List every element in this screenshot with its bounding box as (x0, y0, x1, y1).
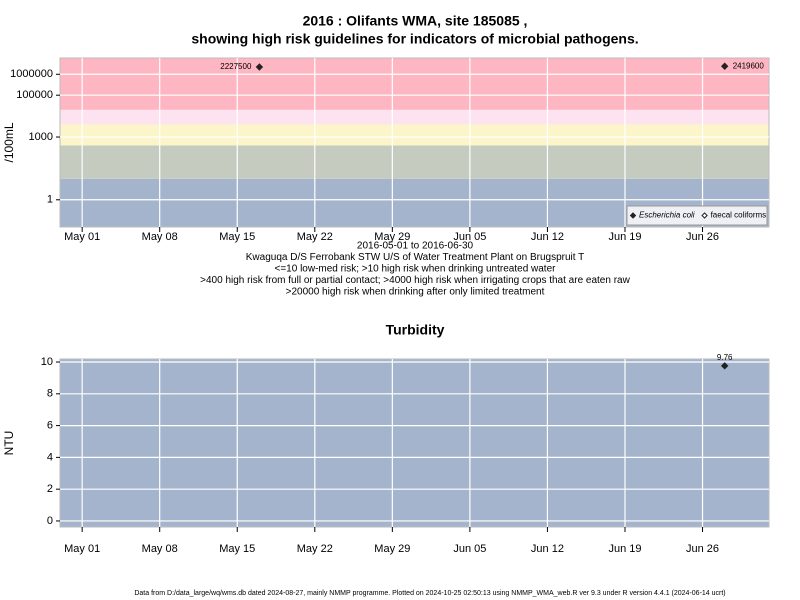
y-tick-label: 8 (47, 388, 53, 400)
data-point (720, 62, 729, 70)
data-point (255, 63, 264, 71)
legend-box (626, 205, 768, 226)
risk-band (60, 145, 769, 179)
y-tick-label: 1 (47, 194, 53, 206)
y-axis-label: /100mL (2, 122, 16, 162)
x-tick-label: Jun 05 (453, 543, 486, 555)
data-point (720, 362, 729, 370)
y-tick-label: 100000 (16, 89, 53, 101)
risk-band (60, 58, 769, 110)
x-tick-label: May 22 (297, 231, 333, 243)
x-tick-label: May 29 (374, 231, 410, 243)
annotation: <=10 low-med risk; >10 high risk when dr… (275, 264, 557, 275)
data-label: 9.76 (717, 353, 733, 362)
plot-frame (59, 358, 770, 528)
x-tick-label: Jun 26 (686, 543, 719, 555)
risk-band (60, 109, 769, 125)
data-label: 2419600 (733, 61, 765, 70)
x-tick-label: May 15 (219, 231, 255, 243)
x-tick-label: May 08 (142, 543, 178, 555)
x-tick-label: May 01 (64, 543, 100, 555)
x-tick-label: Jun 19 (608, 543, 641, 555)
data-label: 2227500 (220, 62, 252, 71)
risk-band (60, 124, 769, 146)
chart-title: showing high risk guidelines for indicat… (191, 31, 638, 47)
y-tick-label: 0 (47, 515, 53, 527)
x-tick-label: Jun 19 (608, 231, 641, 243)
y-tick-label: 6 (47, 420, 53, 432)
x-tick-label: Jun 12 (531, 231, 564, 243)
risk-band (60, 359, 769, 527)
x-tick-label: Jun 26 (686, 231, 719, 243)
x-tick-label: May 22 (297, 543, 333, 555)
x-tick-label: May 08 (142, 231, 178, 243)
y-axis-label: NTU (2, 431, 16, 456)
x-tick-label: May 01 (64, 231, 100, 243)
annotation: >20000 high risk when drinking after onl… (286, 287, 545, 298)
legend-marker (701, 212, 708, 219)
y-tick-label: 2 (47, 483, 53, 495)
legend-label: faecal coliforms (711, 211, 767, 220)
x-tick-label: Jun 12 (531, 543, 564, 555)
plot-frame (59, 57, 770, 228)
x-tick-label: May 29 (374, 543, 410, 555)
y-tick-label: 10 (41, 356, 53, 368)
legend-marker (629, 212, 637, 219)
annotation: >400 high risk from full or partial cont… (200, 275, 630, 286)
annotation: Kwaguqa D/S Ferrobank STW U/S of Water T… (246, 252, 584, 263)
y-tick-label: 1000000 (10, 68, 53, 80)
y-tick-label: 1000 (29, 131, 53, 143)
annotation: 2016-05-01 to 2016-06-30 (357, 241, 474, 252)
y-tick-label: 4 (47, 451, 53, 463)
chart-title: 2016 : Olifants WMA, site 185085 , (303, 13, 528, 29)
footer: Data from D:/data_large/wq/wms.db dated … (134, 590, 725, 597)
x-tick-label: May 15 (219, 543, 255, 555)
x-tick-label: Jun 05 (453, 231, 486, 243)
legend-label: Escherichia coli (639, 211, 695, 220)
chart-title: Turbidity (386, 322, 445, 338)
